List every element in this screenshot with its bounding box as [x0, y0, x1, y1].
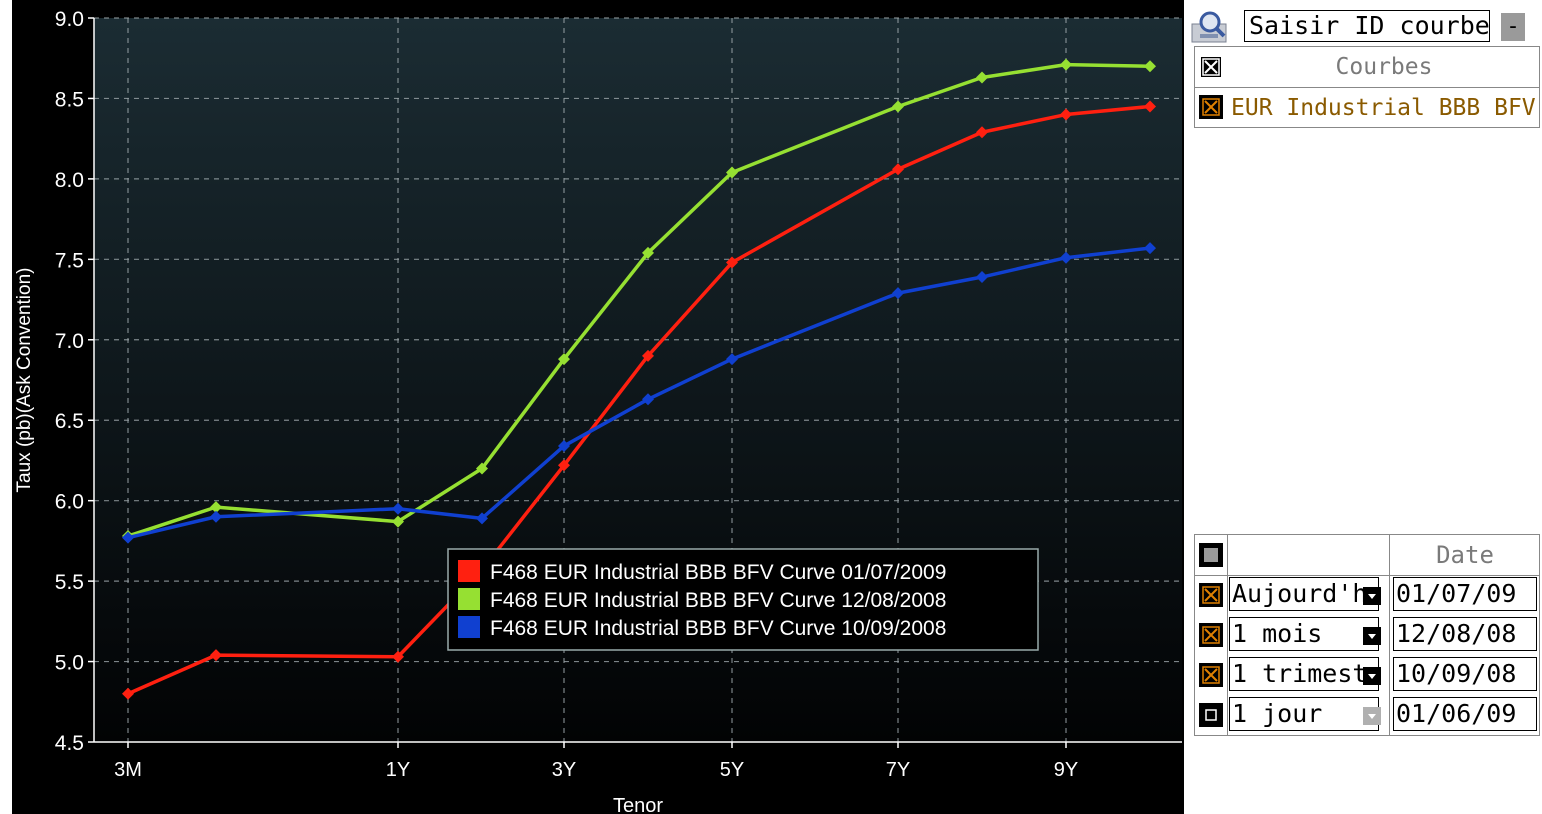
- x-axis-label: Tenor: [613, 795, 663, 814]
- data-point: [976, 271, 988, 284]
- chevron-down-icon[interactable]: [1363, 627, 1381, 645]
- date-column-header: Date: [1436, 541, 1494, 569]
- chevron-down-icon[interactable]: [1363, 587, 1381, 605]
- legend-swatch: [458, 560, 480, 582]
- y-tick-label: 6.0: [55, 491, 84, 514]
- data-point: [476, 512, 488, 525]
- select-all-curves-checkbox[interactable]: [1199, 55, 1223, 79]
- date-row-checkbox[interactable]: [1199, 703, 1223, 727]
- y-tick-label: 8.0: [55, 169, 84, 192]
- curve-id-input[interactable]: Saisir ID courbe(: [1244, 10, 1490, 42]
- data-point: [976, 126, 988, 139]
- data-point: [476, 462, 488, 475]
- legend-label: F468 EUR Industrial BBB BFV Curve 10/09/…: [490, 617, 946, 640]
- data-point: [1144, 242, 1156, 255]
- data-point: [558, 459, 570, 472]
- select-all-dates-checkbox[interactable]: [1199, 543, 1223, 567]
- period-select[interactable]: Aujourd'hui: [1229, 577, 1379, 611]
- legend-box: [447, 548, 1039, 651]
- search-icon[interactable]: [1190, 10, 1230, 44]
- data-point: [726, 256, 738, 269]
- x-tick-label: 3M: [114, 759, 142, 781]
- data-point: [642, 246, 654, 259]
- data-point: [976, 71, 988, 84]
- data-point: [1144, 100, 1156, 113]
- curves-panel: Courbes EUR Industrial BBB BFV: [1194, 46, 1540, 128]
- data-point: [726, 353, 738, 366]
- dates-panel: Date Aujourd'hui 01/07/09 1 mois 12/08/0…: [1194, 534, 1540, 736]
- data-point: [1060, 251, 1072, 264]
- y-axis-label: Taux (pb)(Ask Convention): [14, 268, 35, 493]
- y-tick-label: 5.0: [55, 652, 84, 675]
- legend-swatch: [458, 616, 480, 638]
- y-tick-label: 9.0: [55, 8, 84, 31]
- data-point: [392, 502, 404, 515]
- data-point: [642, 349, 654, 362]
- date-field[interactable]: 10/09/08: [1393, 657, 1537, 691]
- date-row-checkbox[interactable]: [1199, 583, 1223, 607]
- x-tick-label: 3Y: [552, 759, 576, 781]
- y-tick-label: 4.5: [55, 732, 84, 755]
- data-point: [558, 439, 570, 452]
- curves-header: Courbes: [1335, 54, 1433, 80]
- chart-panel: 4.5 5.0 5.5 6.0 6.5 7.0 7.5 8.0 8.5 9.0 3M 1Y 3Y 5Y 7Y…: [12, 0, 1184, 814]
- period-select[interactable]: 1 jour: [1229, 697, 1379, 731]
- data-point: [210, 501, 222, 514]
- legend-label: F468 EUR Industrial BBB BFV Curve 12/08/…: [490, 589, 946, 612]
- data-point: [1144, 60, 1156, 73]
- legend-label: F468 EUR Industrial BBB BFV Curve 01/07/…: [490, 561, 946, 584]
- data-point: [122, 687, 134, 700]
- period-select[interactable]: 1 mois: [1229, 617, 1379, 651]
- data-point: [892, 163, 904, 176]
- y-tick-label: 5.5: [55, 571, 84, 594]
- data-point: [392, 650, 404, 663]
- data-point: [210, 649, 222, 662]
- y-tick-label: 7.0: [55, 330, 84, 353]
- data-point: [558, 353, 570, 366]
- data-point: [892, 100, 904, 113]
- x-tick-label: 5Y: [720, 759, 744, 781]
- curve-checkbox[interactable]: [1199, 95, 1223, 119]
- curve-search-bar: Saisir ID courbe( -: [1190, 8, 1540, 44]
- y-tick-label: 7.5: [55, 249, 84, 272]
- data-point: [892, 287, 904, 300]
- date-row-checkbox[interactable]: [1199, 663, 1223, 687]
- x-tick-label: 1Y: [386, 759, 410, 781]
- data-point: [726, 166, 738, 179]
- date-field[interactable]: 12/08/08: [1393, 617, 1537, 651]
- x-tick-label: 7Y: [886, 759, 910, 781]
- data-point: [1060, 108, 1072, 121]
- y-tick-label: 8.5: [55, 88, 84, 111]
- legend-swatch: [458, 588, 480, 610]
- curve-item-label[interactable]: EUR Industrial BBB BFV: [1231, 95, 1536, 121]
- date-row-checkbox[interactable]: [1199, 623, 1223, 647]
- data-point: [642, 393, 654, 406]
- period-select[interactable]: 1 trimestre: [1229, 657, 1379, 691]
- chevron-down-icon[interactable]: [1363, 667, 1381, 685]
- x-tick-label: 9Y: [1054, 759, 1078, 781]
- yield-curve-chart: 4.5 5.0 5.5 6.0 6.5 7.0 7.5 8.0 8.5 9.0 3M 1Y 3Y 5Y 7Y…: [14, 8, 1182, 814]
- y-tick-label: 6.5: [55, 410, 84, 433]
- date-field[interactable]: 01/06/09: [1393, 697, 1537, 731]
- data-point: [392, 515, 404, 528]
- date-field[interactable]: 01/07/09: [1393, 577, 1537, 611]
- data-point: [1060, 58, 1072, 71]
- data-point: [122, 531, 134, 544]
- collapse-button[interactable]: -: [1500, 12, 1526, 42]
- chevron-down-icon[interactable]: [1363, 707, 1381, 725]
- data-point: [210, 510, 222, 523]
